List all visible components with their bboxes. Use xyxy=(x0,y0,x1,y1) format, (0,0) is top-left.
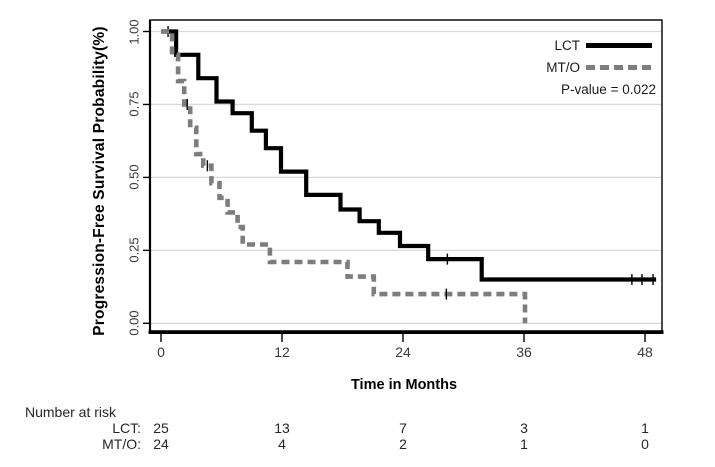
x-tick-label: 12 xyxy=(274,344,290,360)
risk-count: 0 xyxy=(641,435,649,452)
risk-table-title: Number at risk xyxy=(25,404,117,420)
legend-line-sample-solid-icon xyxy=(586,43,652,48)
x-tick-label: 48 xyxy=(637,344,653,360)
legend-line-sample-dashed-icon xyxy=(586,65,652,70)
legend-row-mto: MT/O xyxy=(430,60,656,77)
y-tick-label: 0.00 xyxy=(126,310,142,336)
risk-count: 2 xyxy=(399,435,407,452)
survival-curve-lct xyxy=(161,29,657,282)
risk-count: 24 xyxy=(153,435,169,452)
risk-row-label: LCT: xyxy=(112,420,141,436)
y-axis-title: Progression-Free Survival Probability(%) xyxy=(91,26,108,336)
risk-count: 25 xyxy=(153,420,169,436)
y-tick-label: 0.25 xyxy=(126,237,142,264)
risk-count: 13 xyxy=(274,420,290,436)
risk-row-label: MT/O: xyxy=(102,435,141,452)
x-tick-label: 36 xyxy=(516,344,532,360)
survival-curve-mto xyxy=(161,29,528,324)
risk-count: 3 xyxy=(520,420,528,436)
x-axis-title: Time in Months xyxy=(350,377,458,393)
legend-row-lct: LCT xyxy=(430,38,656,55)
risk-count: 1 xyxy=(520,435,528,452)
y-tick-label: 1.00 xyxy=(126,18,142,45)
risk-count: 1 xyxy=(641,420,649,436)
x-tick-label: 0 xyxy=(157,344,165,360)
x-tick-label: 24 xyxy=(395,344,411,360)
p-value-label: P-value = 0.022 xyxy=(561,82,656,97)
y-tick-label: 0.50 xyxy=(126,164,142,191)
legend-label-mto: MT/O xyxy=(546,60,580,75)
y-tick-label: 0.75 xyxy=(126,91,142,118)
risk-count: 7 xyxy=(399,420,407,436)
risk-count: 4 xyxy=(278,435,286,452)
legend-label-lct: LCT xyxy=(554,38,580,53)
